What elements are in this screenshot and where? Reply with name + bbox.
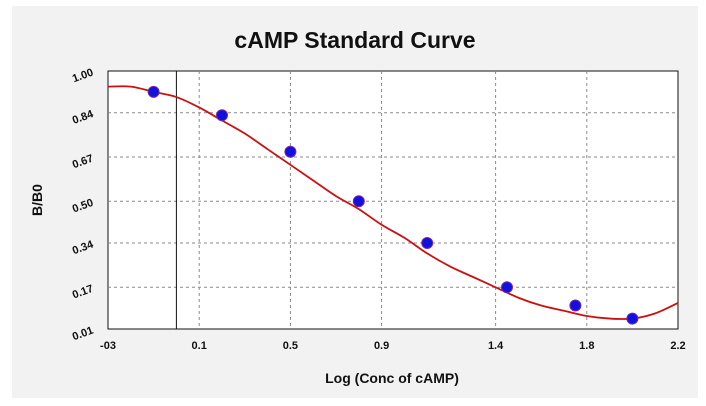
x-tick-label: 0.1 — [192, 340, 207, 352]
fitted-curve-group — [107, 85, 679, 320]
fitted-curve — [107, 85, 679, 320]
x-tick-label: -03 — [100, 340, 116, 352]
plot-area — [107, 70, 679, 330]
y-tick-label: 0.50 — [71, 197, 95, 216]
y-axis-ticks: 0.01 0.17 0.34 0.50 0.67 0.84 1.00 — [71, 67, 96, 344]
y-tick-label: 0.84 — [71, 108, 96, 127]
data-point — [501, 281, 513, 294]
chart: cAMP Standard Curve -03 0.1 0.5 0.9 1.4 1.8 2.… — [29, 27, 686, 386]
chart-title: cAMP Standard Curve — [234, 27, 475, 53]
data-point — [216, 109, 228, 122]
grid-lines — [108, 71, 678, 329]
y-tick-label: 0.17 — [71, 283, 95, 302]
x-axis-label: Log (Conc of cAMP) — [325, 370, 459, 386]
chart-frame: cAMP Standard Curve -03 0.1 0.5 0.9 1.4 1.8 2.… — [12, 6, 698, 398]
y-tick-label: 0.01 — [71, 325, 95, 344]
y-tick-label: 0.67 — [71, 153, 95, 172]
data-point — [421, 237, 434, 249]
y-tick-label: 1.00 — [71, 67, 95, 86]
data-point — [626, 312, 639, 325]
y-tick-label: 0.34 — [71, 238, 96, 257]
x-tick-label: 0.9 — [374, 340, 389, 352]
x-tick-label: 1.4 — [488, 340, 504, 352]
data-point — [352, 195, 365, 208]
data-point — [569, 299, 582, 312]
data-point — [284, 145, 297, 158]
y-axis-label: B/B0 — [29, 184, 45, 216]
x-tick-label: 2.2 — [670, 340, 685, 352]
x-tick-label: 1.8 — [579, 340, 594, 352]
x-tick-label: 0.5 — [283, 340, 298, 352]
x-axis-ticks: -03 0.1 0.5 0.9 1.4 1.8 2.2 — [100, 340, 686, 352]
data-points — [147, 85, 639, 325]
data-point — [147, 85, 160, 98]
